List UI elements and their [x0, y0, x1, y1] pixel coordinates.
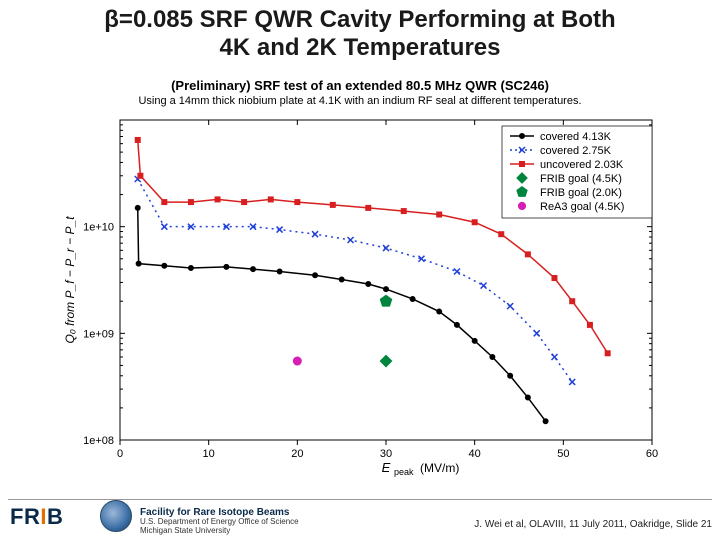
frib-logo: FRIB	[10, 504, 63, 530]
svg-text:1e+10: 1e+10	[83, 222, 114, 234]
svg-text:20: 20	[291, 448, 303, 460]
slide-title: β=0.085 SRF QWR Cavity Performing at Bot…	[0, 6, 720, 61]
footer: FRIB Facility for Rare Isotope Beams U.S…	[0, 496, 720, 536]
chart-svg: 0 10 20 30 40 50 60 1e+08 1e+09 1e+10 Epeak (MV/m) Q…	[60, 114, 660, 478]
svg-text:1e+08: 1e+08	[83, 435, 114, 447]
svg-text:10: 10	[203, 448, 215, 460]
svg-text:50: 50	[557, 448, 569, 460]
chart-title: (Preliminary) SRF test of an extended 80…	[60, 78, 660, 93]
svg-text:40: 40	[469, 448, 481, 460]
svg-text:E: E	[382, 460, 391, 475]
svg-text:peak: peak	[394, 467, 414, 477]
facility-line3: Michigan State University	[140, 527, 299, 536]
svg-text:0: 0	[117, 448, 123, 460]
svg-text:covered 4.13K: covered 4.13K	[540, 131, 612, 143]
svg-text:60: 60	[646, 448, 658, 460]
seal-icon	[100, 500, 132, 532]
svg-text:FRIB goal (2.0K): FRIB goal (2.0K)	[540, 187, 622, 199]
title-line-2: 4K and 2K Temperatures	[220, 34, 501, 61]
credit-text: J. Wei et al, OLAVIII, 11 July 2011, Oak…	[474, 519, 712, 530]
svg-text:uncovered 2.03K: uncovered 2.03K	[540, 159, 624, 171]
facility-text: Facility for Rare Isotope Beams U.S. Dep…	[140, 507, 299, 536]
svg-text:ReA3 goal (4.5K): ReA3 goal (4.5K)	[540, 201, 624, 213]
svg-text:Q₀ from P_f − P_r − P_t: Q₀ from P_f − P_r − P_t	[63, 216, 77, 344]
svg-text:1e+09: 1e+09	[83, 328, 114, 340]
chart-area: (Preliminary) SRF test of an extended 80…	[60, 78, 660, 478]
svg-text:(MV/m): (MV/m)	[420, 461, 459, 475]
svg-text:30: 30	[380, 448, 392, 460]
svg-text:covered 2.75K: covered 2.75K	[540, 145, 612, 157]
svg-text:FRIB goal (4.5K): FRIB goal (4.5K)	[540, 173, 622, 185]
title-line-1: β=0.085 SRF QWR Cavity Performing at Bot…	[104, 6, 615, 33]
chart-subtitle: Using a 14mm thick niobium plate at 4.1K…	[60, 95, 660, 107]
slide: β=0.085 SRF QWR Cavity Performing at Bot…	[0, 0, 720, 540]
